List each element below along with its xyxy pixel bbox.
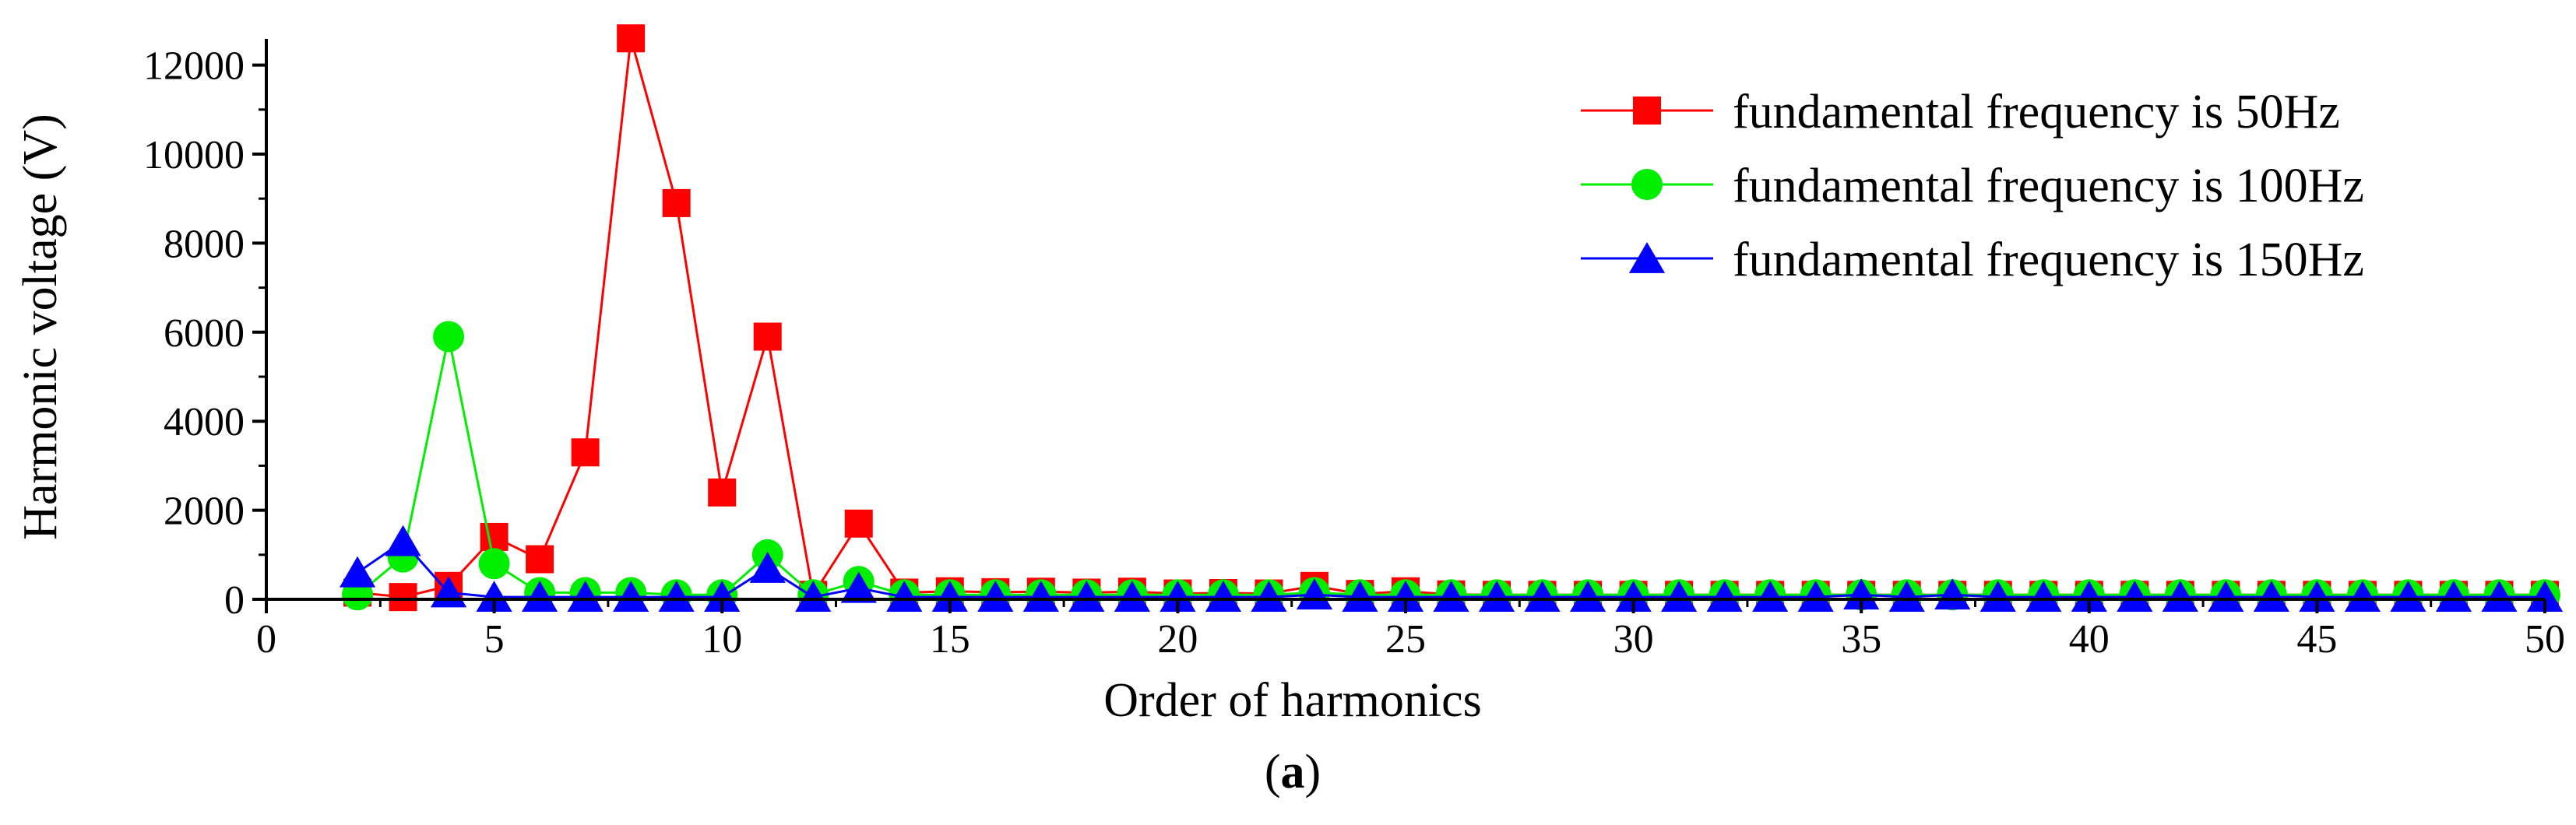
y-tick-label: 8000 — [164, 222, 245, 266]
y-tick-label: 0 — [224, 578, 245, 623]
y-tick-label: 4000 — [164, 400, 245, 444]
caption-open: ( — [1265, 746, 1281, 799]
data-point — [1661, 581, 1698, 613]
data-point — [1387, 581, 1424, 613]
data-point — [571, 438, 600, 467]
data-point — [1843, 578, 1880, 610]
data-point — [2025, 581, 2062, 613]
data-point — [2344, 581, 2381, 613]
series-line — [357, 336, 2545, 596]
x-tick-label: 40 — [2069, 617, 2110, 662]
data-point — [385, 525, 421, 556]
legend-marker — [1631, 169, 1663, 200]
data-point — [1934, 578, 1971, 610]
data-point — [1205, 581, 1242, 613]
data-point — [1706, 581, 1743, 613]
data-point — [526, 545, 554, 574]
legend-marker — [1633, 97, 1661, 125]
figure-caption: (a) — [1265, 746, 1321, 799]
x-tick-label: 5 — [484, 617, 505, 662]
legend: fundamental frequency is 50Hz fundamental… — [1581, 86, 2364, 286]
y-tick-label: 6000 — [164, 311, 245, 356]
legend-label: fundamental frequency is 50Hz — [1733, 86, 2340, 139]
x-tick-label: 30 — [1614, 617, 1654, 662]
data-point — [2481, 581, 2518, 613]
data-point — [2162, 581, 2198, 613]
data-point — [1524, 581, 1561, 613]
y-axis-title: Harmonic voltage (V) — [14, 114, 67, 539]
data-point — [931, 581, 968, 613]
data-point — [708, 478, 737, 507]
data-point — [1478, 581, 1515, 613]
data-point — [1797, 581, 1834, 613]
data-point — [433, 321, 465, 353]
y-tick-label: 10000 — [143, 133, 245, 177]
x-axis-title: Order of harmonics — [1103, 674, 1482, 727]
y-tick-label: 2000 — [164, 490, 245, 534]
data-point — [658, 581, 695, 613]
caption-letter: a — [1281, 746, 1305, 799]
data-point — [389, 583, 417, 612]
x-tick-label: 35 — [1841, 617, 1881, 662]
data-point — [977, 581, 1014, 613]
data-point — [749, 551, 786, 583]
data-point — [1296, 578, 1333, 610]
data-point — [613, 581, 649, 613]
data-point — [844, 509, 873, 538]
data-point — [2071, 581, 2107, 613]
data-point — [339, 556, 376, 588]
data-point — [840, 571, 877, 603]
data-point — [1068, 581, 1105, 613]
data-point — [1251, 581, 1287, 613]
data-point — [662, 188, 691, 217]
data-point — [1569, 581, 1606, 613]
data-point — [2208, 581, 2244, 613]
data-point — [704, 581, 741, 613]
data-point — [617, 24, 646, 53]
series-3 — [339, 525, 2564, 613]
data-point — [2390, 581, 2426, 613]
data-point — [1888, 581, 1925, 613]
data-point — [753, 322, 782, 351]
x-tick-label: 50 — [2525, 617, 2565, 662]
legend-label: fundamental frequency is 100Hz — [1733, 160, 2364, 212]
data-point — [1433, 581, 1469, 613]
x-tick-label: 0 — [256, 617, 276, 662]
data-point — [522, 581, 558, 613]
x-tick-label: 45 — [2296, 617, 2337, 662]
data-point — [1615, 581, 1652, 613]
data-point — [1022, 581, 1059, 613]
data-point — [2435, 581, 2472, 613]
x-tick-label: 15 — [930, 617, 970, 662]
data-point — [2253, 581, 2289, 613]
data-point — [1752, 581, 1789, 613]
series-2 — [342, 321, 2560, 611]
x-tick-label: 25 — [1385, 617, 1426, 662]
data-point — [2299, 581, 2335, 613]
y-tick-label: 12000 — [143, 44, 245, 89]
series-layer — [339, 24, 2564, 613]
data-point — [2117, 581, 2153, 613]
x-tick-label: 10 — [702, 617, 742, 662]
axes-layer: 0 2000 4000 6000 8000 10000 12000 0 5 10 15 20 25 30 3… — [143, 39, 2565, 662]
data-point — [1114, 581, 1150, 613]
data-point — [886, 581, 923, 613]
data-point — [567, 581, 604, 613]
data-point — [1342, 581, 1378, 613]
data-point — [795, 581, 832, 613]
x-tick-label: 20 — [1157, 617, 1198, 662]
data-point — [2526, 581, 2564, 613]
data-point — [1160, 581, 1196, 613]
data-point — [476, 581, 512, 613]
data-point — [1980, 581, 2016, 613]
data-point — [478, 548, 510, 580]
data-point — [480, 522, 509, 551]
legend-label: fundamental frequency is 150Hz — [1733, 233, 2364, 286]
legend-marker — [1628, 242, 1666, 273]
caption-close: ) — [1305, 746, 1321, 799]
